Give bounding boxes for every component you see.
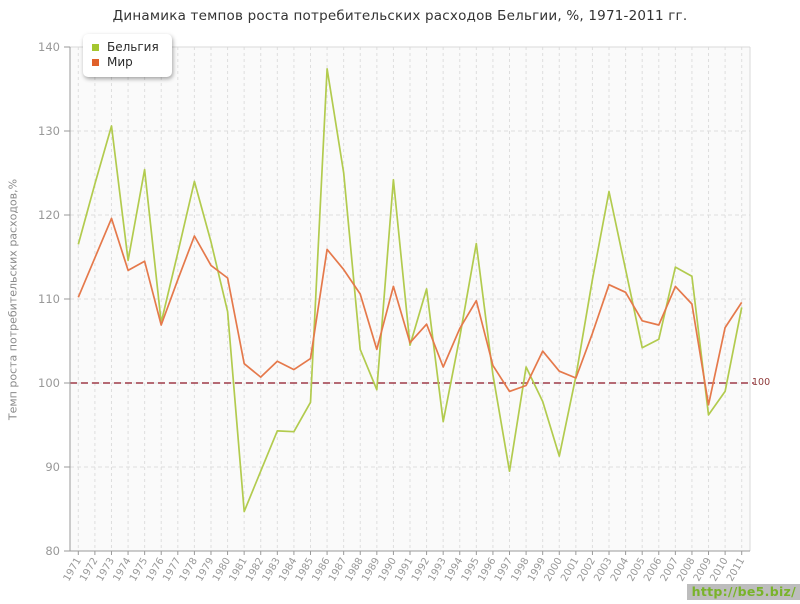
x-tick-label: 2011 [725, 556, 747, 584]
y-tick-label: 90 [45, 460, 60, 474]
watermark-link[interactable]: http://be5.biz/ [686, 584, 800, 600]
y-axis-title: Темп роста потребительских расходов,% [6, 178, 20, 421]
series-lines-group [77, 67, 743, 513]
chart-title: Динамика темпов роста потребительских ра… [112, 8, 688, 24]
axes-group [64, 46, 751, 555]
y-tick-label: 110 [38, 292, 60, 306]
y-tick-label: 140 [38, 40, 60, 54]
belgium-swatch-icon [92, 44, 99, 51]
y-tick-label: 100 [38, 376, 60, 390]
legend: Бельгия Мир [83, 34, 172, 77]
y-tick-label: 130 [38, 124, 60, 138]
series-line-belgium[interactable] [77, 67, 743, 513]
legend-item-world[interactable]: Мир [92, 56, 159, 69]
reference-line-label: 100 [752, 377, 771, 388]
legend-label-belgium: Бельгия [107, 40, 159, 54]
legend-label-world: Мир [107, 55, 133, 69]
world-swatch-icon [92, 59, 99, 66]
series-line-world[interactable] [77, 217, 743, 406]
y-tick-label: 120 [38, 208, 60, 222]
legend-item-belgium[interactable]: Бельгия [92, 41, 159, 54]
y-tick-label: 80 [45, 544, 60, 558]
